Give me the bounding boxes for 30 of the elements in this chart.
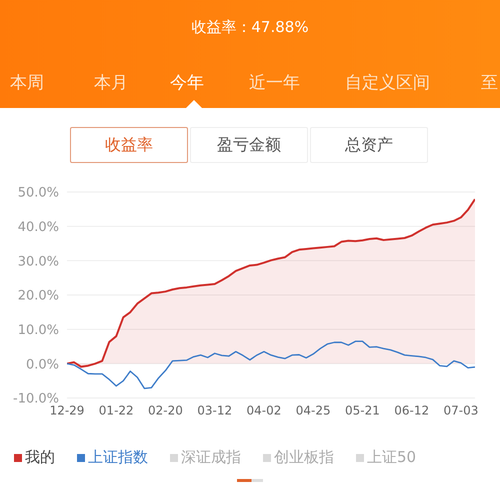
y-tick-label: 30.0% <box>18 254 59 270</box>
x-tick-label: 07-03 <box>443 404 478 418</box>
text: 深证成指 <box>181 448 241 467</box>
text: 收益率 <box>70 127 188 163</box>
x-tick-label: 01-22 <box>98 404 134 418</box>
x-tick-label: 06-12 <box>394 404 430 418</box>
legend-label: 上证指数 <box>88 448 148 467</box>
chart-title: 收益率：47.88% <box>190 18 310 37</box>
x-tick-label: 02-20 <box>148 404 183 418</box>
text: 本周 <box>10 72 44 94</box>
y-tick-label: 10.0% <box>18 322 59 338</box>
legend-label: 我的 <box>25 448 55 467</box>
x-tick-label: 04-25 <box>296 404 331 418</box>
x-tick-label: 03-12 <box>197 404 232 418</box>
y-tick-label: 40.0% <box>18 220 59 235</box>
line-series <box>67 340 475 390</box>
x-tick-label: 04-02 <box>246 404 282 418</box>
y-tick-label: 50.0% <box>18 186 59 201</box>
text: 上证50 <box>367 448 416 467</box>
text: 自定义区间 <box>345 72 430 94</box>
y-tick-label: 20.0% <box>18 288 59 304</box>
text: 创业板指 <box>274 448 334 467</box>
text: 本月 <box>94 72 128 94</box>
text: 今年 <box>170 72 204 94</box>
x-tick-label: 05-21 <box>345 404 380 418</box>
text: 至 <box>481 72 498 94</box>
text: 盈亏金额 <box>190 127 308 163</box>
text: 近一年 <box>249 72 300 94</box>
y-tick-label: 0.0% <box>26 357 59 372</box>
text: 总资产 <box>310 127 428 163</box>
